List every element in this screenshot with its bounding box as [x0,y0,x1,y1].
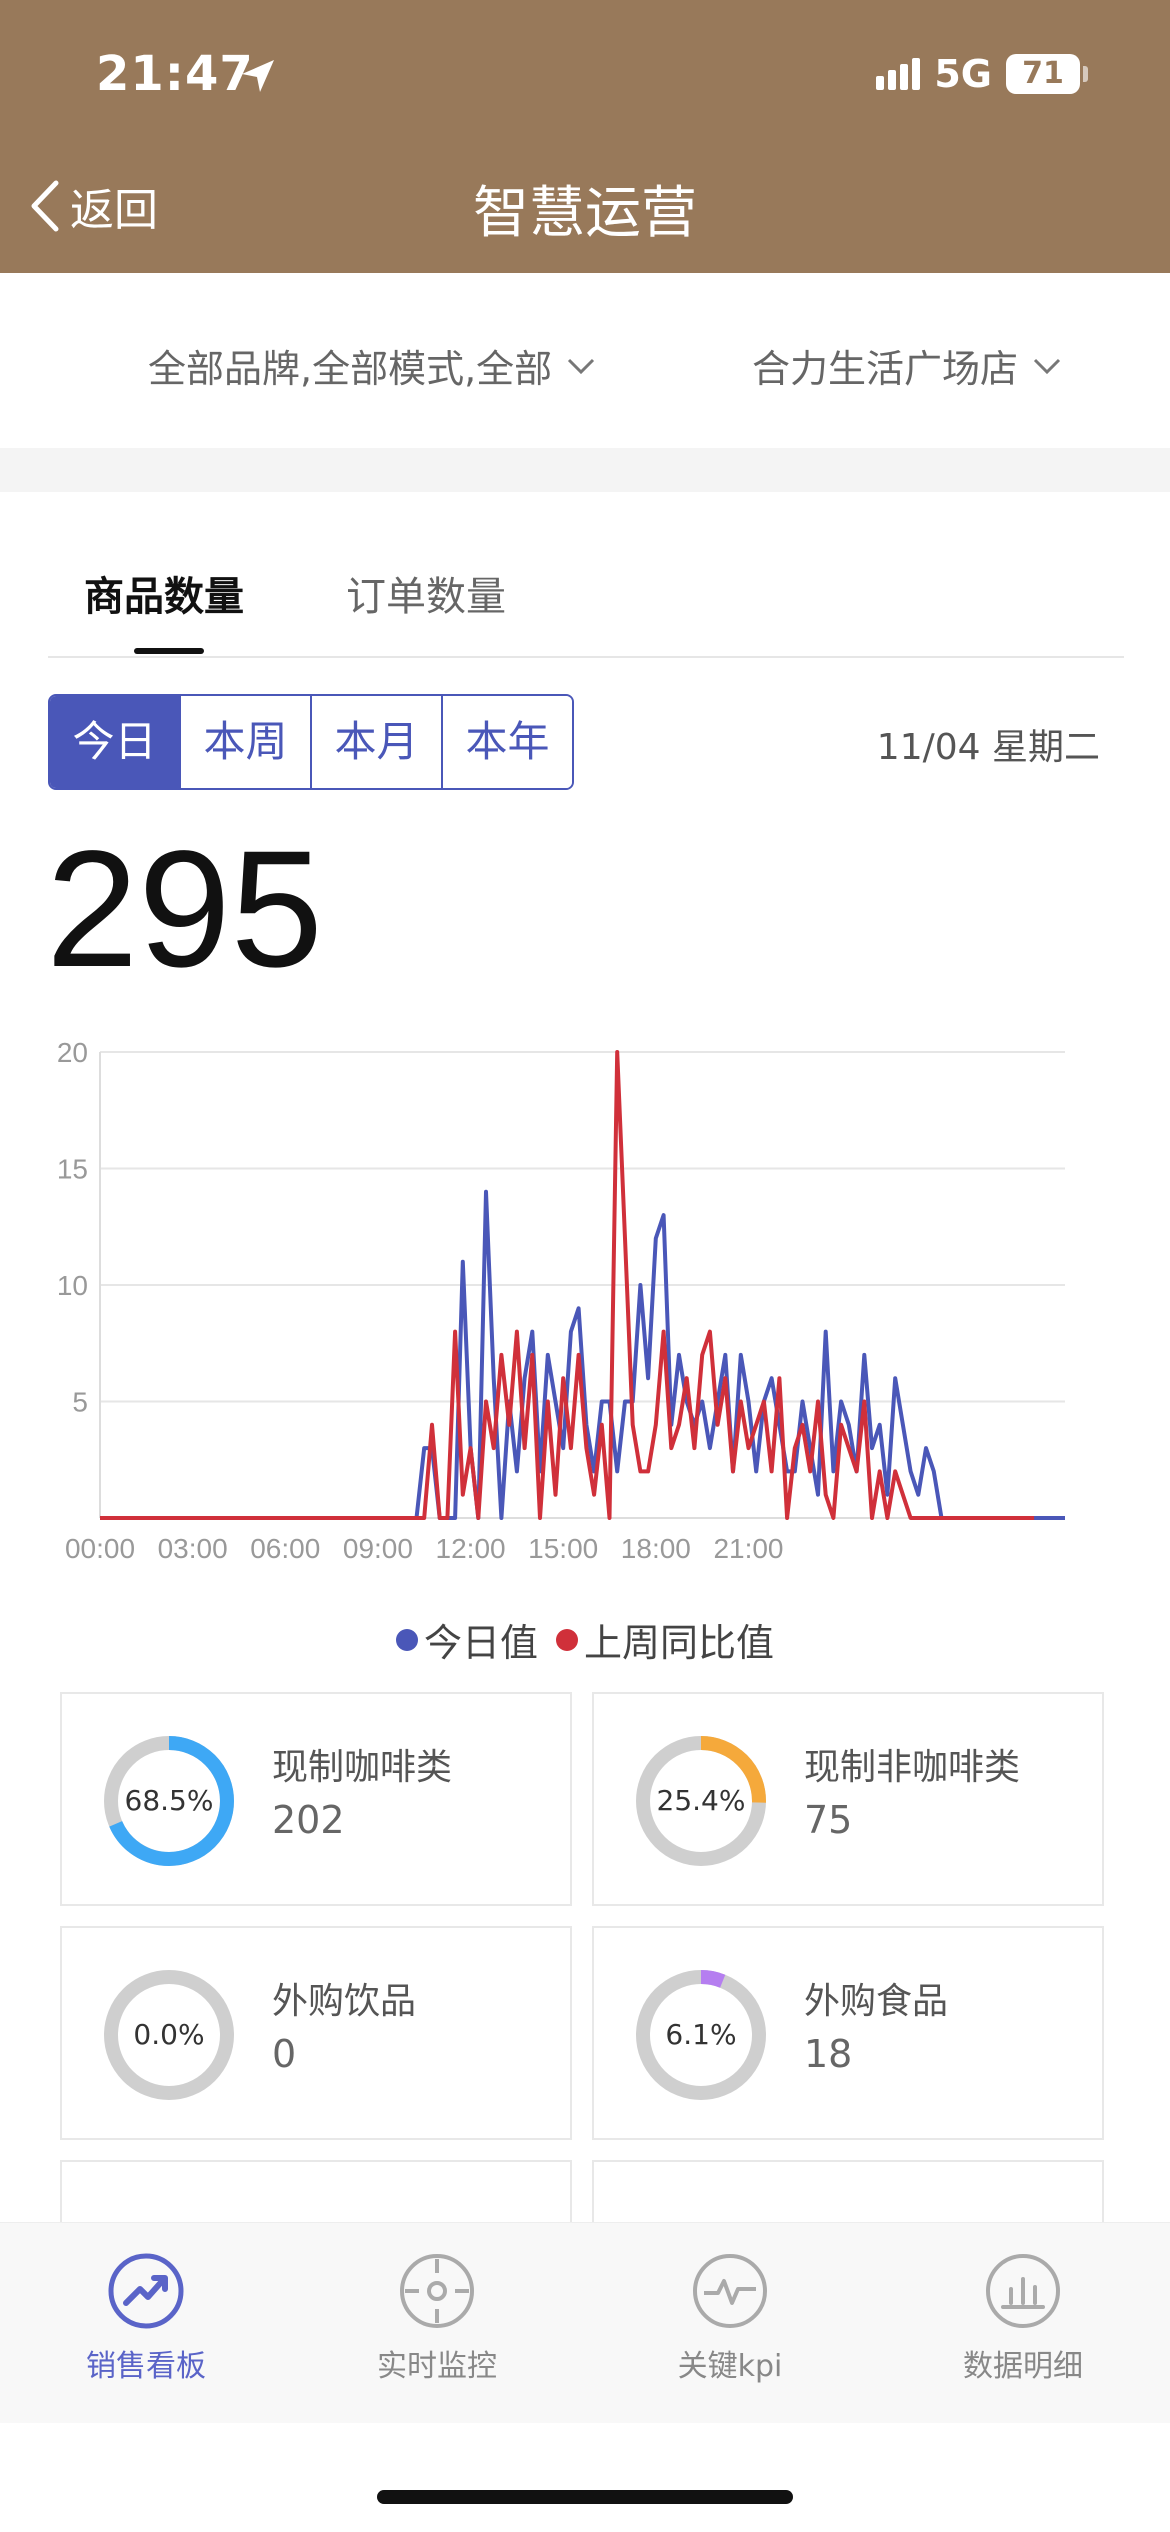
battery-icon: 71 [1006,54,1088,94]
x-tick-label: 00:00 [65,1533,135,1564]
x-tick-label: 06:00 [250,1533,320,1564]
total-count: 295 [46,817,323,1002]
period-selector: 今日 本周 本月 本年 [48,694,574,790]
x-tick-label: 03:00 [158,1533,228,1564]
y-tick-label: 10 [57,1270,88,1301]
category-card[interactable]: 25.4% 现制非咖啡类 75 [592,1692,1104,1906]
chevron-down-icon [568,358,595,374]
tab-data-detail[interactable]: 数据明细 [903,2251,1143,2385]
donut-ring [636,1970,766,2100]
legend-last-week-label: 上周同比值 [584,1621,775,1665]
category-card[interactable]: 68.5% 现制咖啡类 202 [60,1692,572,1906]
y-tick-label: 15 [57,1154,88,1185]
brand-mode-filter-label: 全部品牌,全部模式,全部 [148,347,553,391]
legend-last-week[interactable]: 上周同比值 [556,1612,774,1667]
category-value: 202 [272,1798,345,1842]
category-percent: 68.5% [124,1784,214,1817]
category-card[interactable]: 0.0% 外购饮品 0 [60,1926,572,2140]
tab-label: 数据明细 [963,2349,1083,2384]
filter-row: 全部品牌,全部模式,全部 合力生活广场店 [0,273,1170,448]
back-button[interactable]: 返回 [28,174,158,238]
tab-sales-dashboard[interactable]: 销售看板 [26,2251,266,2385]
bar-chart-icon [986,2254,1060,2328]
chart-legend: 今日值 上周同比值 [0,1612,1170,1667]
period-month[interactable]: 本月 [310,696,441,788]
trend-icon [108,2253,184,2329]
bottom-tab-bar: 销售看板 实时监控 关键kpi 数据明细 [0,2222,1170,2423]
donut-ring [636,1736,766,1866]
location-arrow-icon [242,60,274,92]
period-today[interactable]: 今日 [50,696,179,788]
period-year[interactable]: 本年 [441,696,572,788]
status-time: 21:47 [96,46,254,102]
y-tick-label: 20 [57,1037,88,1068]
legend-today-label: 今日值 [423,1621,538,1665]
donut-fill [636,1970,766,2100]
donut-fill [636,1736,766,1866]
metric-tabs: 商品数量 订单数量 [48,492,1124,658]
category-value: 75 [804,1798,853,1842]
category-percent: 6.1% [665,2018,737,2051]
tab-label: 实时监控 [377,2349,497,2384]
back-label: 返回 [70,185,158,236]
page-title: 智慧运营 [473,181,697,246]
status-right: 5G 71 [876,52,1088,96]
donut-ring [104,1970,234,2100]
tab-label: 销售看板 [86,2349,206,2384]
x-tick-label: 18:00 [621,1533,691,1564]
x-tick-label: 21:00 [713,1533,783,1564]
category-name: 现制非咖啡类 [804,1747,1021,1788]
tab-item-count[interactable]: 商品数量 [84,574,244,620]
category-percent: 25.4% [656,1784,746,1817]
category-percent: 0.0% [133,2018,205,2051]
date-label: 11/04 星期二 [876,727,1100,768]
top-bar: 21:47 5G 71 返回 智慧运营 [0,0,1170,273]
category-value: 0 [272,2032,297,2076]
series-line-today [100,1189,1065,1520]
category-value: 18 [804,2032,853,2076]
network-type: 5G [934,52,992,96]
target-icon [400,2254,474,2328]
section-divider [0,448,1170,492]
store-filter-label: 合力生活广场店 [752,347,1019,391]
signal-icon [876,58,921,90]
pulse-icon [693,2254,767,2328]
x-tick-label: 15:00 [528,1533,598,1564]
donut-ring [104,1736,234,1866]
tab-label: 关键kpi [677,2349,783,2384]
donut-track [104,1970,234,2100]
chevron-down-icon [1033,358,1061,374]
tab-kpi[interactable]: 关键kpi [610,2251,850,2385]
tab-order-count[interactable]: 订单数量 [346,574,506,620]
line-chart: 5 10 15 20 00:00 03:00 06:00 09:00 12:00 15:00 18:… [57,1037,1065,1564]
category-name: 外购饮品 [272,1981,417,2022]
legend-dot-last-week [556,1628,578,1651]
x-tick-label: 09:00 [343,1533,413,1564]
tab-realtime-monitor[interactable]: 实时监控 [317,2251,557,2385]
legend-dot-today [395,1628,418,1651]
x-tick-label: 12:00 [436,1533,506,1564]
chevron-left-icon [31,180,59,232]
legend-today[interactable]: 今日值 [395,1612,538,1667]
donut-fill [104,1736,234,1866]
category-name: 外购食品 [804,1981,949,2022]
tab-underline [134,648,204,654]
period-week[interactable]: 本周 [179,696,310,788]
home-indicator [377,2490,793,2504]
brand-mode-filter[interactable]: 全部品牌,全部模式,全部 [148,338,596,393]
store-filter[interactable]: 合力生活广场店 [752,338,1062,393]
y-tick-label: 5 [72,1387,88,1418]
category-card[interactable]: 6.1% 外购食品 18 [592,1926,1104,2140]
series-line-last-week [100,1050,1035,1520]
category-name: 现制咖啡类 [272,1747,453,1788]
